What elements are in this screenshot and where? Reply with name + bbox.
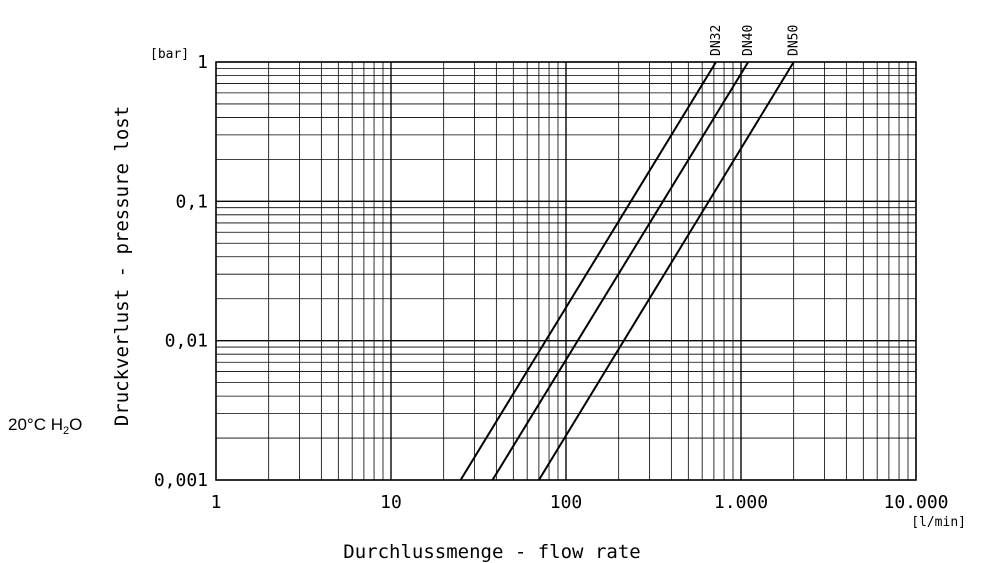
- x-tick-label: 1: [211, 492, 222, 513]
- y-tick-label: 1: [197, 52, 208, 73]
- x-tick-labels: 1 10 100 1.000 10.000: [211, 492, 949, 513]
- x-axis-title: Durchlussmenge - flow rate: [343, 541, 640, 563]
- x-unit-label: [l/min]: [911, 515, 966, 530]
- medium-note: 20°C H2O: [8, 415, 82, 437]
- series-line-dn40: [491, 61, 750, 481]
- series-label-dn40: DN40: [741, 25, 756, 56]
- x-tick-label: 10: [380, 492, 402, 513]
- y-tick-label: 0,1: [175, 191, 208, 212]
- medium-note-subscript: 2: [63, 425, 69, 437]
- y-tick-label: 0,01: [165, 331, 208, 352]
- y-unit-label: [bar]: [150, 47, 189, 62]
- grid-lines: [215, 61, 917, 481]
- plot-frame: [215, 61, 917, 481]
- medium-note-tail: O: [69, 415, 82, 434]
- series-label-dn50: DN50: [787, 25, 802, 56]
- series-line-dn32: [459, 61, 717, 481]
- y-tick-labels: 0,001 0,01 0,1 1: [154, 52, 208, 491]
- y-axis-title: Druckverlust - pressure lost: [111, 106, 133, 426]
- series-lines: DN32 DN40 DN50: [459, 25, 802, 481]
- x-tick-label: 100: [550, 492, 583, 513]
- series-line-dn50: [538, 61, 795, 481]
- x-tick-label: 1.000: [714, 492, 768, 513]
- y-tick-label: 0,001: [154, 470, 208, 491]
- series-label-dn32: DN32: [709, 25, 724, 56]
- medium-note-main: 20°C H: [8, 415, 63, 434]
- x-tick-label: 10.000: [883, 492, 948, 513]
